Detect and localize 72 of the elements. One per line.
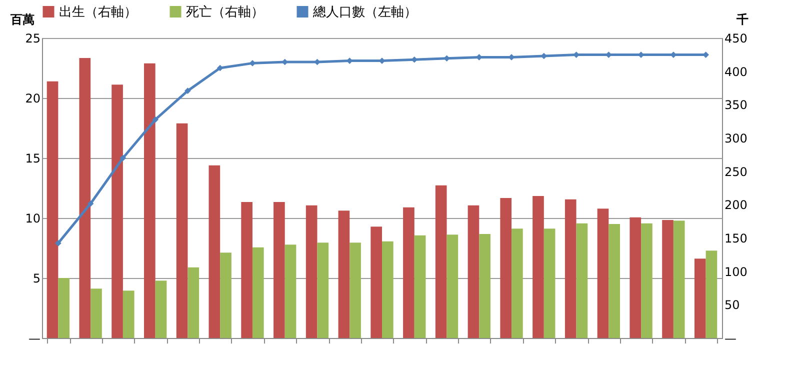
bar [306, 205, 318, 338]
legend-label: 出生（右軸） [59, 4, 137, 20]
y2-tick-label: 50 [724, 298, 740, 312]
bar [46, 81, 58, 338]
bar [630, 217, 642, 338]
bar [252, 247, 264, 338]
point [55, 240, 62, 246]
bar [284, 244, 296, 338]
bar [673, 220, 685, 338]
bar [641, 223, 652, 338]
bar [176, 123, 188, 338]
bar [446, 234, 458, 338]
y-tick-label: 25 [25, 32, 40, 46]
bar [403, 207, 414, 338]
bar [208, 165, 220, 338]
point [184, 88, 191, 94]
point [152, 116, 158, 123]
point [249, 60, 256, 66]
bar [576, 223, 588, 338]
bar [532, 196, 544, 338]
bar [144, 63, 156, 338]
y2-tick-label: — [724, 332, 736, 346]
bar [90, 288, 102, 338]
bar [58, 278, 70, 338]
bar [220, 252, 232, 338]
point [87, 200, 94, 207]
y-tick-label: 15 [25, 152, 40, 166]
bar [241, 202, 252, 338]
bar [370, 226, 382, 338]
bar [706, 250, 718, 338]
bar [155, 280, 167, 338]
y2-tick-label: 450 [724, 32, 748, 46]
y2-tick-label: 200 [724, 198, 748, 212]
bar [350, 242, 361, 338]
bar [479, 234, 490, 338]
y2-tick-label: 400 [724, 64, 748, 79]
bar [512, 228, 523, 338]
bar [414, 235, 426, 338]
y2-tick-label: 350 [724, 98, 748, 112]
bar [564, 199, 576, 338]
bar [544, 228, 556, 338]
y-tick-label: 20 [25, 92, 40, 106]
bar [500, 198, 512, 338]
y-tick-label: 5 [32, 272, 40, 286]
bar [274, 202, 285, 338]
bar [597, 208, 609, 338]
bar [112, 84, 123, 338]
point [314, 58, 320, 66]
bar [608, 224, 620, 338]
bar [338, 210, 350, 338]
legend-label: 死亡（右軸） [186, 4, 264, 20]
y-tick-label: 10 [25, 212, 40, 226]
y2-tick-label: 300 [724, 132, 748, 146]
bar [662, 220, 674, 338]
y-tick-label: — [28, 332, 40, 346]
point [120, 154, 126, 162]
y2-axis-title: 千 [736, 12, 748, 26]
bar [122, 290, 134, 338]
point [216, 64, 224, 72]
point [444, 55, 450, 62]
bar [468, 205, 480, 338]
y2-tick-label: 150 [724, 232, 748, 246]
y2-tick-label: 100 [724, 264, 748, 279]
bar [382, 241, 394, 338]
y-axis-title: 百萬 [10, 12, 34, 26]
legend-label: 總人口數（左軸） [312, 4, 417, 20]
bar [435, 185, 447, 338]
bar [694, 258, 706, 338]
y2-tick-label: 250 [724, 164, 748, 179]
bar [188, 267, 200, 338]
bar [317, 242, 329, 338]
bar [79, 58, 91, 338]
